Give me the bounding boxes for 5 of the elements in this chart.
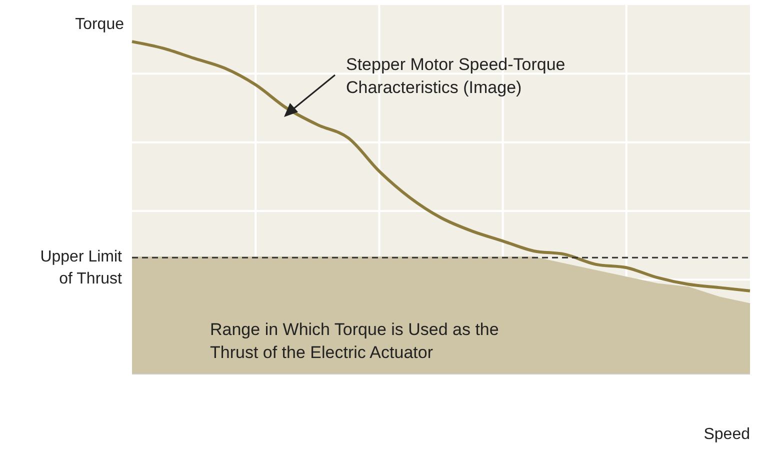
y-axis-title: Torque bbox=[75, 16, 124, 34]
x-axis-title: Speed bbox=[704, 426, 750, 444]
ref-line-label: Upper Limit of Thrust bbox=[40, 248, 123, 288]
annotation: Stepper Motor Speed-Torque Characteristics (Image) bbox=[346, 54, 566, 99]
annotation: Range in Which Torque is Used as the Thrust of the Electric Actuator bbox=[210, 319, 500, 364]
